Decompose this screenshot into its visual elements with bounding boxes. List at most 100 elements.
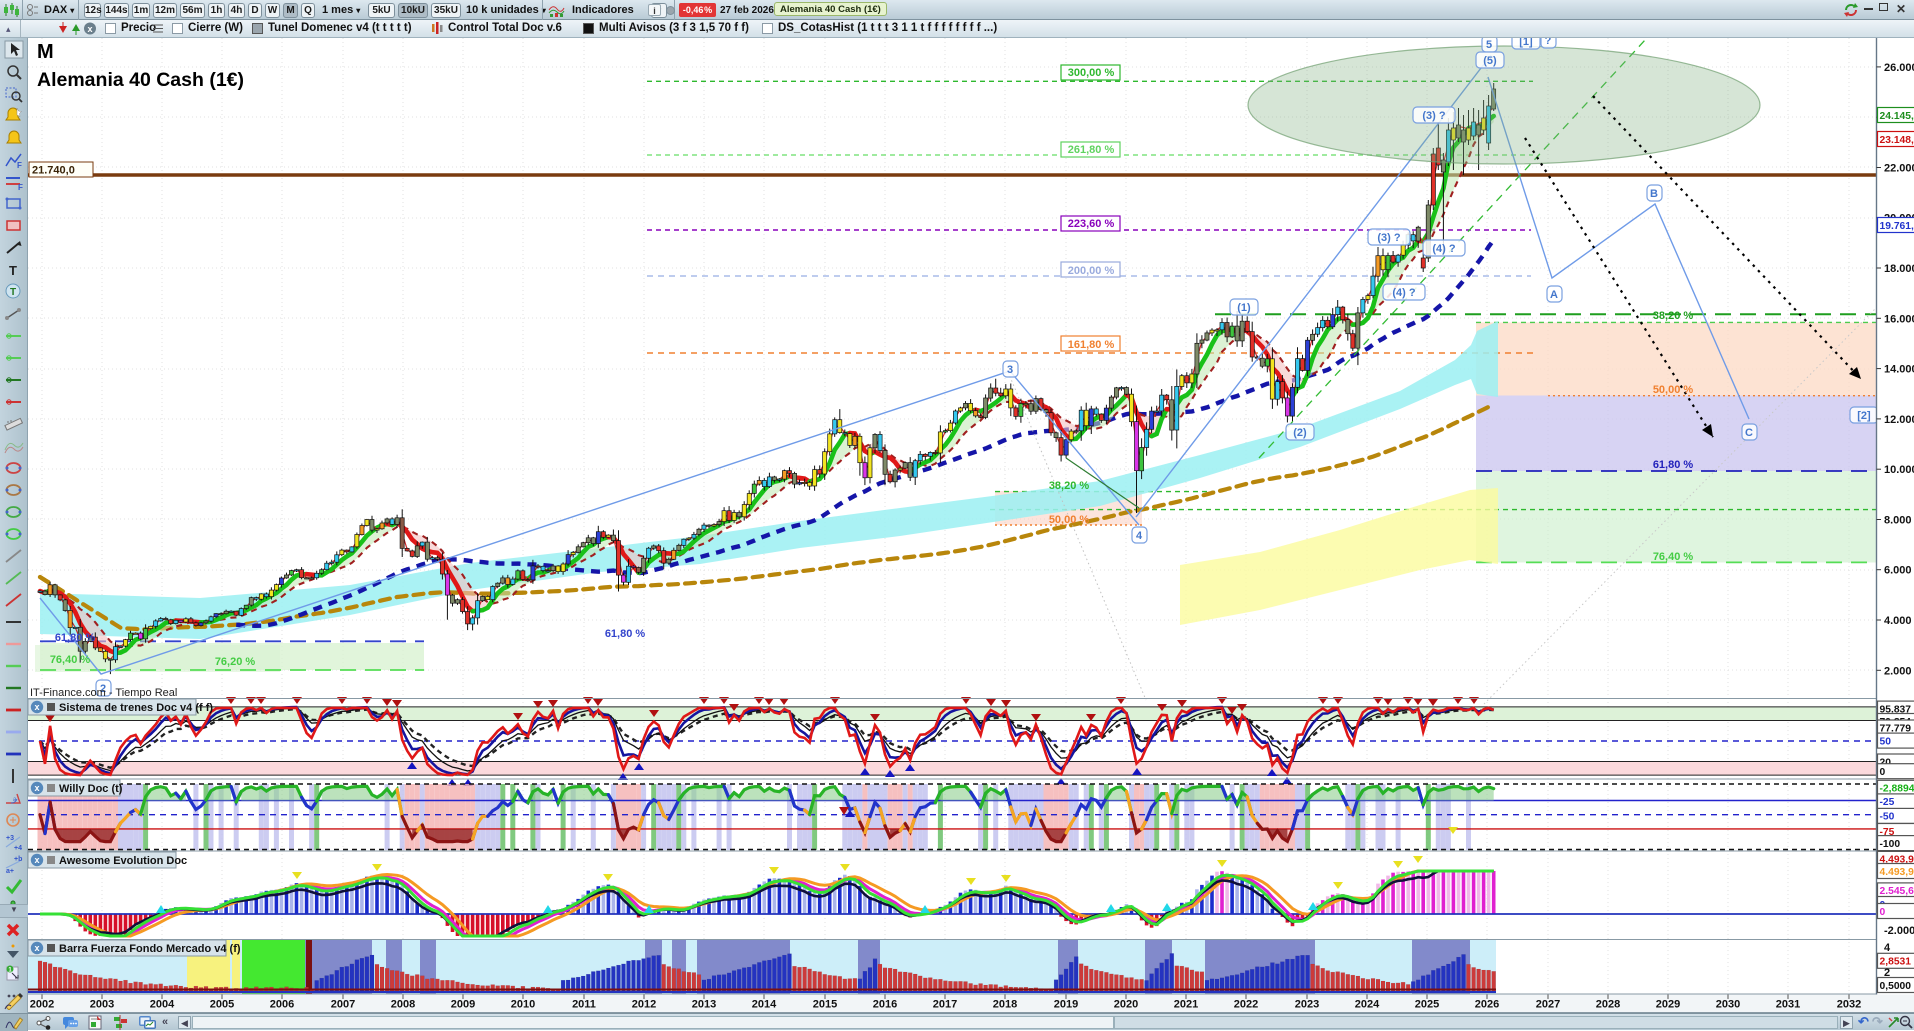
- svg-text:18.000: 18.000: [1884, 263, 1914, 275]
- svg-text:2009: 2009: [451, 999, 475, 1011]
- svg-text:2032: 2032: [1837, 999, 1861, 1011]
- svg-text:(2): (2): [1293, 427, 1307, 439]
- svg-text:-50: -50: [1880, 812, 1895, 823]
- svg-text:19.761,8: 19.761,8: [1880, 221, 1914, 232]
- svg-text:2028: 2028: [1596, 999, 1620, 1011]
- svg-text:261,80 %: 261,80 %: [1068, 144, 1115, 156]
- svg-text:2020: 2020: [1114, 999, 1138, 1011]
- svg-text:161,80 %: 161,80 %: [1068, 339, 1115, 351]
- svg-text:2021: 2021: [1174, 999, 1198, 1011]
- svg-text:16.000: 16.000: [1884, 313, 1914, 325]
- svg-text:8.000: 8.000: [1884, 515, 1912, 527]
- svg-text:2029: 2029: [1656, 999, 1680, 1011]
- svg-text:2.000: 2.000: [1884, 665, 1912, 677]
- svg-text:+3: +3: [6, 835, 14, 842]
- svg-text:2002: 2002: [30, 999, 54, 1011]
- svg-text:Sistema de trenes Doc v4 (f f): Sistema de trenes Doc v4 (f f): [59, 702, 213, 714]
- svg-text:2005: 2005: [210, 999, 234, 1011]
- svg-text:5: 5: [1486, 39, 1492, 51]
- svg-text:2014: 2014: [752, 999, 777, 1011]
- svg-text:2016: 2016: [873, 999, 897, 1011]
- svg-text:F: F: [17, 161, 22, 170]
- svg-text:50,00 %: 50,00 %: [1653, 384, 1694, 396]
- svg-text:61,80 %: 61,80 %: [55, 632, 96, 644]
- svg-text:x: x: [34, 702, 39, 712]
- svg-text:4.000: 4.000: [1884, 615, 1912, 627]
- svg-text:-2,8894: -2,8894: [1880, 784, 1914, 795]
- svg-text:2008: 2008: [391, 999, 415, 1011]
- svg-text:B: B: [1650, 188, 1658, 200]
- svg-text:2024: 2024: [1355, 999, 1380, 1011]
- svg-text:[1]: [1]: [1519, 38, 1533, 48]
- svg-text:2031: 2031: [1776, 999, 1800, 1011]
- svg-text:2012: 2012: [632, 999, 656, 1011]
- svg-text:2023: 2023: [1295, 999, 1319, 1011]
- svg-text:6.000: 6.000: [1884, 565, 1912, 577]
- svg-text:223,60 %: 223,60 %: [1068, 218, 1115, 230]
- svg-text:A: A: [1550, 289, 1558, 301]
- svg-text:2025: 2025: [1415, 999, 1439, 1011]
- svg-text:2018: 2018: [993, 999, 1017, 1011]
- svg-text:0,5000: 0,5000: [1880, 981, 1912, 992]
- svg-text:Willy Doc (t): Willy Doc (t): [59, 783, 123, 795]
- svg-text:12.000: 12.000: [1884, 414, 1914, 426]
- svg-text:76,20 %: 76,20 %: [215, 656, 256, 668]
- svg-text:23.148,6: 23.148,6: [1880, 135, 1914, 146]
- svg-text:2030: 2030: [1716, 999, 1740, 1011]
- svg-text:2010: 2010: [511, 999, 535, 1011]
- svg-text:x: x: [87, 24, 92, 34]
- svg-text:4: 4: [1884, 942, 1891, 954]
- svg-text:2027: 2027: [1536, 999, 1560, 1011]
- svg-text:2006: 2006: [270, 999, 294, 1011]
- svg-text:2026: 2026: [1475, 999, 1499, 1011]
- svg-text:(3) ?: (3) ?: [1377, 232, 1401, 244]
- svg-text:(4) ?: (4) ?: [1432, 243, 1456, 255]
- svg-text:300,00 %: 300,00 %: [1068, 67, 1115, 79]
- svg-text:2,8531: 2,8531: [1880, 957, 1912, 968]
- svg-text:26.000: 26.000: [1884, 62, 1914, 74]
- svg-text:61,80 %: 61,80 %: [1653, 459, 1694, 471]
- svg-text:14.000: 14.000: [1884, 364, 1914, 376]
- svg-text:0: 0: [1880, 767, 1886, 778]
- svg-text:2007: 2007: [331, 999, 355, 1011]
- svg-text:38,20 %: 38,20 %: [1653, 310, 1694, 322]
- svg-text:-25: -25: [1880, 797, 1895, 808]
- svg-text:2022: 2022: [1234, 999, 1258, 1011]
- svg-text:(1): (1): [1237, 302, 1251, 314]
- svg-text:+4: +4: [14, 845, 22, 852]
- svg-text:(3) ?: (3) ?: [1422, 110, 1446, 122]
- svg-text:x: x: [34, 943, 39, 953]
- svg-text:2015: 2015: [813, 999, 837, 1011]
- svg-text:Alemania 40 Cash (1€): Alemania 40 Cash (1€): [37, 69, 244, 91]
- svg-text:-2.000: -2.000: [1884, 925, 1914, 937]
- svg-text:-100: -100: [1880, 839, 1901, 850]
- svg-text:4: 4: [1136, 530, 1143, 542]
- svg-text:76,40 %: 76,40 %: [1653, 551, 1694, 563]
- svg-text:+b: +b: [14, 856, 22, 863]
- svg-text:(5): (5): [1483, 55, 1497, 67]
- svg-text:2011: 2011: [572, 999, 596, 1011]
- svg-text:M: M: [37, 41, 54, 63]
- svg-text:IT-Finance.com - Tiempo Real: IT-Finance.com - Tiempo Real: [30, 687, 177, 699]
- svg-text:24.145,8: 24.145,8: [1880, 111, 1914, 122]
- svg-text:10.000: 10.000: [1884, 464, 1914, 476]
- svg-text:T: T: [10, 287, 16, 298]
- svg-text:x: x: [34, 783, 39, 793]
- svg-text:3: 3: [1007, 364, 1013, 376]
- svg-text:a+: a+: [6, 868, 14, 874]
- svg-text:2013: 2013: [692, 999, 716, 1011]
- svg-text:x: x: [34, 855, 39, 865]
- svg-text:C: C: [1745, 427, 1753, 439]
- svg-text:4.493,9: 4.493,9: [1880, 867, 1914, 878]
- svg-text:76,40 %: 76,40 %: [50, 654, 91, 666]
- svg-text:50: 50: [1880, 736, 1892, 747]
- svg-text:2004: 2004: [150, 999, 175, 1011]
- svg-text:0: 0: [1880, 907, 1886, 918]
- svg-text:50,00 %: 50,00 %: [1049, 514, 1090, 526]
- svg-text:2003: 2003: [90, 999, 114, 1011]
- svg-text:21.740,0: 21.740,0: [32, 165, 75, 177]
- svg-text:2017: 2017: [933, 999, 957, 1011]
- svg-text:61,80 %: 61,80 %: [605, 628, 646, 640]
- svg-text:(4) ?: (4) ?: [1392, 287, 1416, 299]
- svg-text:2019: 2019: [1054, 999, 1078, 1011]
